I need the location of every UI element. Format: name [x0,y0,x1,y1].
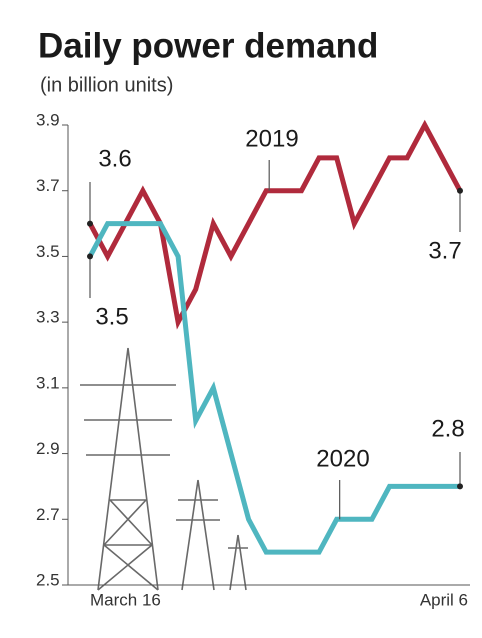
point-marker [87,220,93,227]
chart-subtitle: (in billion units) [40,74,173,96]
series-line [87,221,460,555]
y-tick-label: 3.3 [36,308,60,327]
data-label: 2.8 [431,415,464,442]
point-marker [457,483,463,490]
data-label: 3.5 [95,303,128,330]
series-label: 2019 [245,125,298,152]
y-tick-label: 2.7 [36,505,60,524]
point-marker [87,253,93,260]
y-tick-label: 2.5 [36,570,60,589]
x-tick-label: April 6 [420,590,468,609]
y-tick-label: 3.1 [36,373,60,392]
series-line [87,119,463,330]
data-label: 3.7 [428,237,461,264]
y-tick-label: 2.9 [36,439,60,458]
series-label: 2020 [316,445,369,472]
data-label: 3.6 [98,145,131,172]
x-tick-label: March 16 [90,590,161,609]
point-marker [457,187,463,194]
y-tick-label: 3.9 [36,110,60,129]
pylon-illustration [80,347,248,591]
chart-title: Daily power demand [38,26,378,65]
y-tick-label: 3.7 [36,176,60,195]
y-tick-label: 3.5 [36,242,60,261]
